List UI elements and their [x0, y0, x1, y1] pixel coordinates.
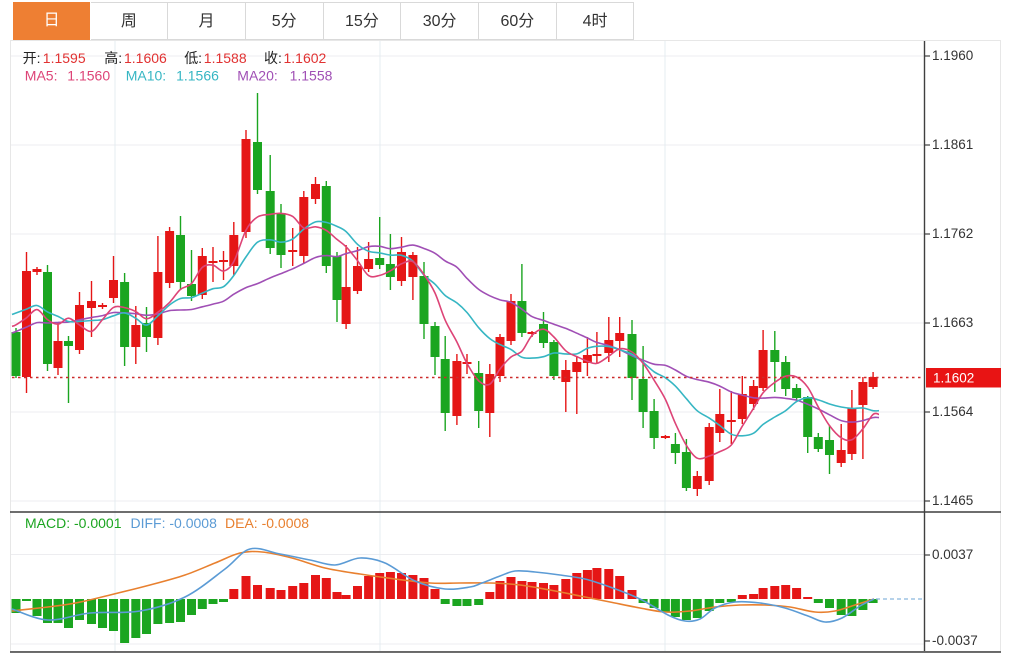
svg-text:1.1602: 1.1602	[933, 371, 974, 386]
svg-text:1.1861: 1.1861	[932, 137, 973, 152]
svg-text:高:: 高:	[104, 50, 122, 66]
svg-text:1.1566: 1.1566	[176, 68, 219, 84]
svg-text:MA20:: MA20:	[237, 68, 277, 84]
svg-text:1.1558: 1.1558	[290, 68, 333, 84]
svg-text:1.1602: 1.1602	[284, 50, 327, 66]
svg-text:MACD: -0.0001: MACD: -0.0001	[25, 515, 122, 531]
svg-text:1.1663: 1.1663	[932, 315, 973, 330]
svg-text:1.1960: 1.1960	[932, 48, 973, 63]
svg-text:MA10:: MA10:	[126, 68, 166, 84]
svg-text:1.1606: 1.1606	[124, 50, 167, 66]
svg-text:MA5:: MA5:	[25, 68, 58, 84]
svg-text:DIFF: -0.0008: DIFF: -0.0008	[131, 515, 218, 531]
svg-text:1.1595: 1.1595	[43, 50, 86, 66]
svg-text:-0.0037: -0.0037	[932, 633, 978, 648]
svg-text:1.1564: 1.1564	[932, 404, 974, 419]
svg-text:DEA: -0.0008: DEA: -0.0008	[225, 515, 309, 531]
svg-text:开:: 开:	[23, 50, 41, 66]
svg-text:0.0037: 0.0037	[932, 547, 973, 562]
svg-text:1.1560: 1.1560	[67, 68, 110, 84]
svg-text:低:: 低:	[184, 50, 202, 66]
svg-text:1.1762: 1.1762	[932, 226, 973, 241]
svg-text:1.1465: 1.1465	[932, 493, 973, 508]
svg-text:1.1588: 1.1588	[204, 50, 247, 66]
svg-text:收:: 收:	[264, 50, 282, 66]
